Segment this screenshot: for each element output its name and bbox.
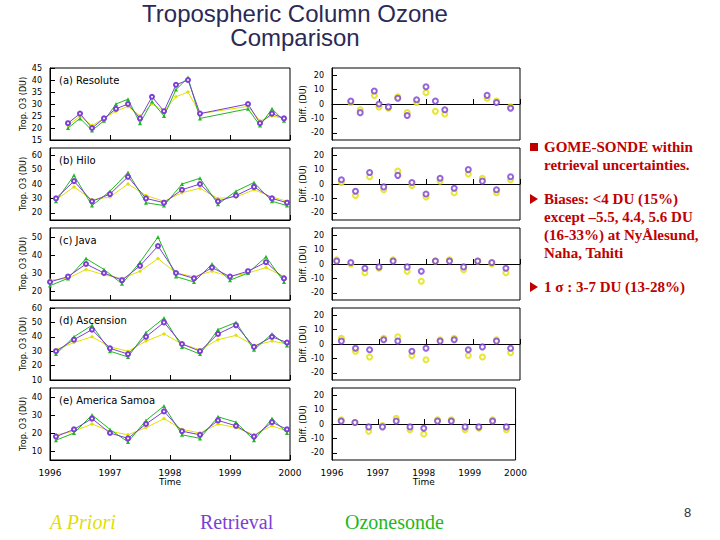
svg-text:Trop. O3 (DU): Trop. O3 (DU) [19, 237, 28, 292]
svg-text:Trop. O3 (DU): Trop. O3 (DU) [19, 397, 28, 452]
svg-text:1998: 1998 [412, 468, 435, 478]
svg-text:30: 30 [32, 347, 42, 356]
svg-text:-20: -20 [311, 128, 324, 137]
svg-text:60: 60 [32, 151, 42, 160]
svg-text:Time: Time [158, 477, 181, 487]
svg-text:1996: 1996 [39, 468, 62, 478]
svg-text:1999: 1999 [458, 468, 481, 478]
svg-text:1996: 1996 [321, 468, 344, 478]
svg-text:10: 10 [314, 325, 324, 334]
svg-text:-20: -20 [311, 288, 324, 297]
svg-text:0: 0 [319, 180, 324, 189]
svg-text:0: 0 [319, 340, 324, 349]
html-text:Ozonesonde: Ozonesonde [345, 511, 444, 533]
html-text:GOME-SONDE within retrieval un: GOME-SONDE within retrieval uncertaintie… [544, 139, 693, 173]
svg-text:50: 50 [32, 318, 42, 327]
svg-text:10: 10 [314, 85, 324, 94]
svg-text:20: 20 [32, 124, 42, 133]
svg-text:Time: Time [412, 477, 435, 487]
svg-text:20: 20 [314, 311, 324, 320]
html-text:8: 8 [684, 505, 692, 520]
svg-text:-10: -10 [311, 354, 324, 363]
svg-text:40: 40 [32, 332, 42, 341]
svg-text:30: 30 [32, 194, 42, 203]
svg-text:50: 50 [32, 165, 42, 174]
svg-text:10: 10 [314, 165, 324, 174]
svg-text:Diff. (DU): Diff. (DU) [299, 325, 308, 362]
svg-text:Diff. (DU): Diff. (DU) [299, 85, 308, 122]
svg-text:10: 10 [32, 447, 42, 456]
svg-text:10: 10 [32, 376, 42, 385]
html-text:Tropospheric Column Ozone Comp: Tropospheric Column Ozone Comparison [142, 0, 448, 51]
svg-text:0: 0 [319, 420, 324, 429]
svg-text:40: 40 [32, 393, 42, 402]
svg-text:(c) Java: (c) Java [59, 235, 97, 246]
svg-text:-10: -10 [311, 114, 324, 123]
svg-text:2000: 2000 [504, 468, 527, 478]
svg-text:10: 10 [314, 245, 324, 254]
svg-text:10: 10 [314, 405, 324, 414]
svg-text:0: 0 [319, 100, 324, 109]
svg-text:-20: -20 [311, 448, 324, 457]
svg-text:1997: 1997 [366, 468, 389, 478]
svg-text:40: 40 [32, 76, 42, 85]
svg-text:30: 30 [32, 411, 42, 420]
svg-text:Diff. (DU): Diff. (DU) [299, 405, 308, 442]
svg-text:35: 35 [32, 88, 42, 97]
svg-text:50: 50 [32, 233, 42, 242]
svg-text:40: 40 [32, 251, 42, 260]
svg-text:20: 20 [314, 231, 324, 240]
svg-text:Diff. (DU): Diff. (DU) [299, 245, 308, 282]
html-text:1 σ : 3-7 DU (13-28%): 1 σ : 3-7 DU (13-28%) [544, 279, 686, 295]
html-text:Biases: <4 DU (15%) except –5.: Biases: <4 DU (15%) except –5.5, 4.4, 5.… [544, 191, 699, 261]
svg-text:1999: 1999 [219, 468, 242, 478]
svg-text:(e) America Samoa: (e) America Samoa [59, 395, 155, 406]
svg-text:-10: -10 [311, 194, 324, 203]
html-text:Retrieval: Retrieval [200, 511, 274, 533]
svg-text:-20: -20 [311, 208, 324, 217]
svg-text:25: 25 [32, 112, 42, 121]
svg-text:1997: 1997 [99, 468, 122, 478]
svg-text:40: 40 [32, 180, 42, 189]
svg-text:20: 20 [314, 391, 324, 400]
svg-text:-10: -10 [311, 274, 324, 283]
svg-text:Trop. O3 (DU): Trop. O3 (DU) [19, 157, 28, 212]
svg-text:(d) Ascension: (d) Ascension [59, 315, 127, 326]
svg-text:Diff. (DU): Diff. (DU) [299, 165, 308, 202]
html-text:A Priori: A Priori [50, 511, 116, 533]
svg-text:20: 20 [314, 151, 324, 160]
svg-text:20: 20 [314, 71, 324, 80]
svg-text:(b) Hilo: (b) Hilo [59, 155, 96, 166]
svg-text:Trop. O3 (DU): Trop. O3 (DU) [19, 317, 28, 372]
svg-text:30: 30 [32, 100, 42, 109]
svg-text:60: 60 [32, 304, 42, 313]
svg-text:1998: 1998 [159, 468, 182, 478]
svg-text:(a) Resolute: (a) Resolute [59, 75, 119, 86]
svg-text:30: 30 [32, 269, 42, 278]
svg-text:20: 20 [32, 361, 42, 370]
svg-text:2000: 2000 [279, 468, 302, 478]
svg-text:Trop. O3 (DU): Trop. O3 (DU) [19, 77, 28, 132]
svg-text:20: 20 [32, 208, 42, 217]
svg-text:15: 15 [32, 136, 42, 145]
svg-text:0: 0 [319, 260, 324, 269]
svg-text:-10: -10 [311, 434, 324, 443]
svg-text:45: 45 [32, 64, 42, 73]
svg-text:-20: -20 [311, 368, 324, 377]
svg-text:20: 20 [32, 429, 42, 438]
svg-text:20: 20 [32, 287, 42, 296]
